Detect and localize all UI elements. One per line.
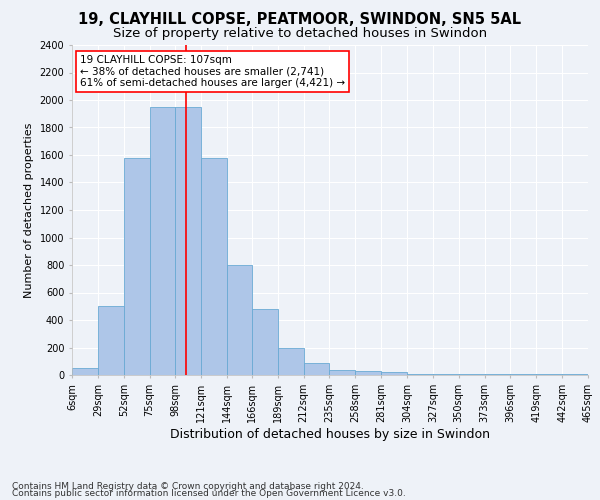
Text: Contains HM Land Registry data © Crown copyright and database right 2024.: Contains HM Land Registry data © Crown c… [12, 482, 364, 491]
Bar [304, 362, 329, 375]
Y-axis label: Number of detached properties: Number of detached properties [24, 122, 34, 298]
Text: Size of property relative to detached houses in Swindon: Size of property relative to detached ho… [113, 28, 487, 40]
Bar [459, 374, 485, 375]
Bar [355, 371, 381, 375]
Text: 19 CLAYHILL COPSE: 107sqm
← 38% of detached houses are smaller (2,741)
61% of se: 19 CLAYHILL COPSE: 107sqm ← 38% of detac… [80, 55, 345, 88]
Text: 19, CLAYHILL COPSE, PEATMOOR, SWINDON, SN5 5AL: 19, CLAYHILL COPSE, PEATMOOR, SWINDON, S… [79, 12, 521, 28]
Bar [536, 374, 562, 375]
Bar [329, 370, 355, 375]
Text: Contains public sector information licensed under the Open Government Licence v3: Contains public sector information licen… [12, 490, 406, 498]
Bar [201, 158, 227, 375]
Bar [252, 309, 278, 375]
Bar [433, 374, 459, 375]
Bar [149, 107, 175, 375]
Bar [124, 158, 149, 375]
Bar [485, 374, 511, 375]
Bar [562, 374, 588, 375]
X-axis label: Distribution of detached houses by size in Swindon: Distribution of detached houses by size … [170, 428, 490, 440]
Bar [72, 368, 98, 375]
Bar [98, 306, 124, 375]
Bar [381, 372, 407, 375]
Bar [407, 374, 433, 375]
Bar [175, 107, 201, 375]
Bar [227, 265, 252, 375]
Bar [511, 374, 536, 375]
Bar [278, 348, 304, 375]
